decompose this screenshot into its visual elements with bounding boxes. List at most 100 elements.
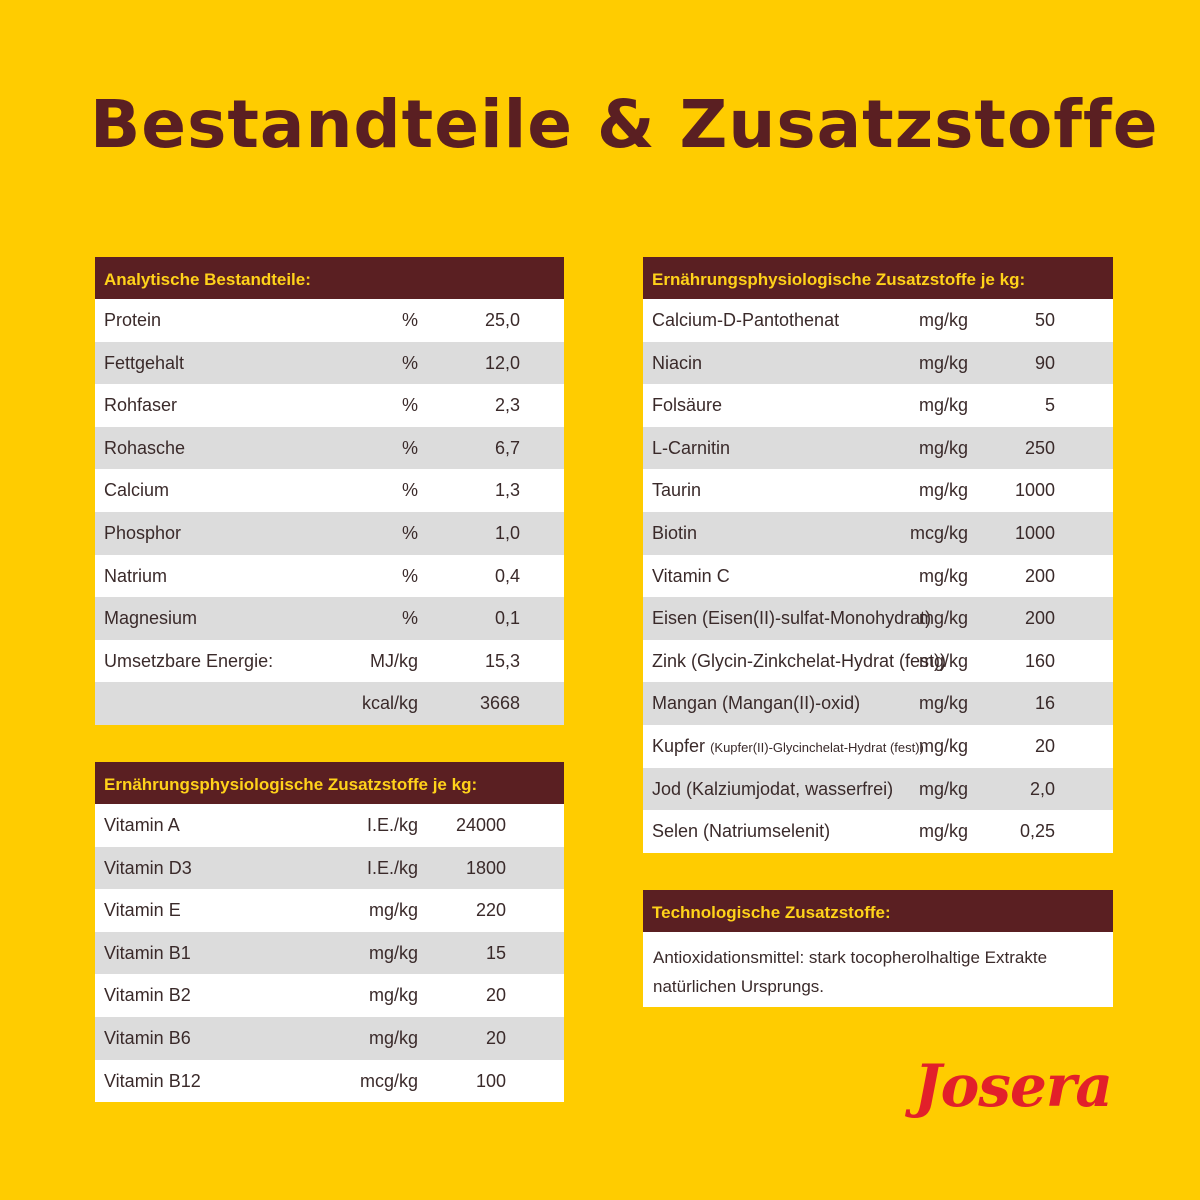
table-row: Vitamin C mg/kg 200 — [643, 555, 1113, 598]
row-name-text: Niacin — [652, 352, 703, 373]
row-unit: mg/kg — [918, 821, 968, 842]
table-row: Vitamin D3 I.E./kg 1800 — [95, 846, 564, 890]
row-value: 25,0 — [484, 310, 520, 330]
row-value: 160 — [1024, 650, 1055, 671]
row-unit: mcg/kg — [359, 1070, 418, 1091]
row-name-text: Vitamin B12 — [104, 1070, 201, 1091]
table-row: Rohfaser% 2,3 — [95, 384, 564, 427]
row-name-text: Protein — [104, 310, 162, 330]
table-row: Magnesium% 0,1 — [95, 597, 564, 640]
row-value: 12,0 — [484, 352, 520, 373]
row-name-text: Zink (Glycin-Zinkchelat-Hydrat (fest)) — [652, 650, 947, 671]
row-unit: mg/kg — [918, 608, 968, 629]
table-row: Calcium% 1,3 — [95, 469, 564, 512]
row-name-text: Vitamin E — [104, 900, 181, 921]
row-name: L-Carnitin — [652, 427, 730, 470]
table-row: Phosphor% 1,0 — [95, 511, 564, 555]
table-row: L-Carnitin mg/kg 250 — [643, 426, 1113, 470]
row-value: 90 — [1034, 352, 1055, 373]
row-value: 20 — [485, 985, 506, 1006]
row-name-text: Vitamin C — [652, 565, 730, 586]
row-name-text: Magnesium — [104, 608, 198, 629]
row-name: Protein — [104, 299, 161, 342]
row-unit: mg/kg — [918, 565, 968, 586]
row-name: Vitamin E — [104, 889, 181, 932]
row-name-text: Mangan (Mangan(II)-oxid) — [652, 693, 861, 714]
row-value: 0,25 — [1019, 821, 1055, 842]
row-name: Vitamin A — [104, 804, 180, 847]
table-row: Mangan (Mangan(II)-oxid) mg/kg 16 — [643, 682, 1113, 725]
row-name: Folsäure — [652, 384, 722, 427]
row-name-text: Taurin — [652, 480, 702, 501]
row-value: 1000 — [1014, 522, 1055, 543]
row-name-text: Eisen (Eisen(II)-sulfat-Monohydrat) — [652, 608, 932, 629]
row-unit: mg/kg — [368, 1027, 418, 1048]
row-unit: mg/kg — [368, 942, 418, 963]
table-row: Natrium% 0,4 — [95, 555, 564, 598]
row-value: 200 — [1024, 608, 1055, 629]
row-value: 6,7 — [494, 437, 520, 458]
row-name: Vitamin B12 — [104, 1060, 201, 1103]
page-title: Bestandteile & Zusatzstoffe — [90, 86, 1159, 163]
row-name: Umsetzbare Energie: — [104, 640, 273, 683]
row-name-text: Kupfer — [652, 735, 706, 756]
row-name: Niacin — [652, 342, 702, 385]
row-value: 15,3 — [484, 650, 520, 671]
row-value: 24000 — [455, 815, 506, 835]
table-row: Calcium-D-Pantothenat mg/kg 50 — [643, 299, 1113, 342]
row-unit: I.E./kg — [366, 815, 418, 835]
row-name: Fettgehalt — [104, 342, 184, 385]
tech-heading: Technologische Zusatzstoffe: — [643, 890, 1113, 932]
row-value: 1,3 — [494, 480, 520, 501]
row-value: 15 — [485, 942, 506, 963]
row-name-text: Fettgehalt — [104, 352, 185, 373]
row-name-text: Biotin — [652, 522, 698, 543]
row-name-text: Rohasche — [104, 437, 186, 458]
row-value: 0,1 — [494, 608, 520, 629]
row-name: Mangan (Mangan(II)-oxid) — [652, 682, 860, 725]
row-value: 16 — [1034, 693, 1055, 714]
row-name-text: Folsäure — [652, 395, 723, 416]
row-unit: % — [401, 437, 418, 458]
row-name-text: Vitamin B1 — [104, 942, 191, 963]
table-row: Fettgehalt% 12,0 — [95, 341, 564, 385]
table-row: Kupfer (Kupfer(II)-Glycinchelat-Hydrat (… — [643, 725, 1113, 768]
row-unit: % — [401, 608, 418, 629]
row-unit: % — [401, 310, 418, 330]
nutri-heading: Ernährungsphysiologische Zusatzstoffe je… — [643, 257, 1113, 299]
nutri-panel: Ernährungsphysiologische Zusatzstoffe je… — [643, 257, 1113, 853]
row-name-text: Vitamin D3 — [104, 857, 192, 878]
row-name-text: Calcium-D-Pantothenat — [652, 310, 840, 330]
table-row: Selen (Natriumselenit) mg/kg 0,25 — [643, 810, 1113, 853]
row-name: Eisen (Eisen(II)-sulfat-Monohydrat) — [652, 597, 931, 640]
row-unit: mg/kg — [918, 778, 968, 799]
table-row: Zink (Glycin-Zinkchelat-Hydrat (fest)) mg… — [643, 640, 1113, 683]
row-name: Selen (Natriumselenit) — [652, 810, 830, 853]
row-name: Vitamin B1 — [104, 932, 191, 975]
row-name-text: Jod (Kalziumjodat, wasserfrei) — [652, 778, 894, 799]
row-name-text: Rohfaser — [104, 395, 178, 416]
row-name: Vitamin B6 — [104, 1017, 191, 1060]
row-name: Zink (Glycin-Zinkchelat-Hydrat (fest)) — [652, 640, 946, 683]
row-name: Calcium — [104, 469, 169, 512]
table-row: Niacin mg/kg 90 — [643, 341, 1113, 385]
row-unit: mcg/kg — [909, 522, 968, 543]
table-row: Vitamin A I.E./kg 24000 — [95, 804, 564, 847]
row-value: 2,0 — [1029, 778, 1055, 799]
row-value: 5 — [1044, 395, 1055, 416]
table-row: Vitamin E mg/kg 220 — [95, 889, 564, 932]
row-name: Jod (Kalziumjodat, wasserfrei) — [652, 768, 893, 811]
row-value: 20 — [1034, 735, 1055, 756]
row-unit: mg/kg — [918, 650, 968, 671]
row-value: 3668 — [479, 693, 520, 714]
row-unit: mg/kg — [918, 352, 968, 373]
row-name: Magnesium — [104, 597, 197, 640]
analytic-rows: Protein% 25,0 Fettgehalt% 12,0 Rohfaser% 2,3 R… — [95, 299, 564, 725]
row-name: Biotin — [652, 512, 697, 555]
row-value: 200 — [1024, 565, 1055, 586]
row-unit: mg/kg — [368, 900, 418, 921]
row-name-text: Calcium — [104, 480, 170, 501]
row-value: 100 — [475, 1070, 506, 1091]
row-name: Taurin — [652, 469, 701, 512]
row-unit: % — [401, 395, 418, 416]
